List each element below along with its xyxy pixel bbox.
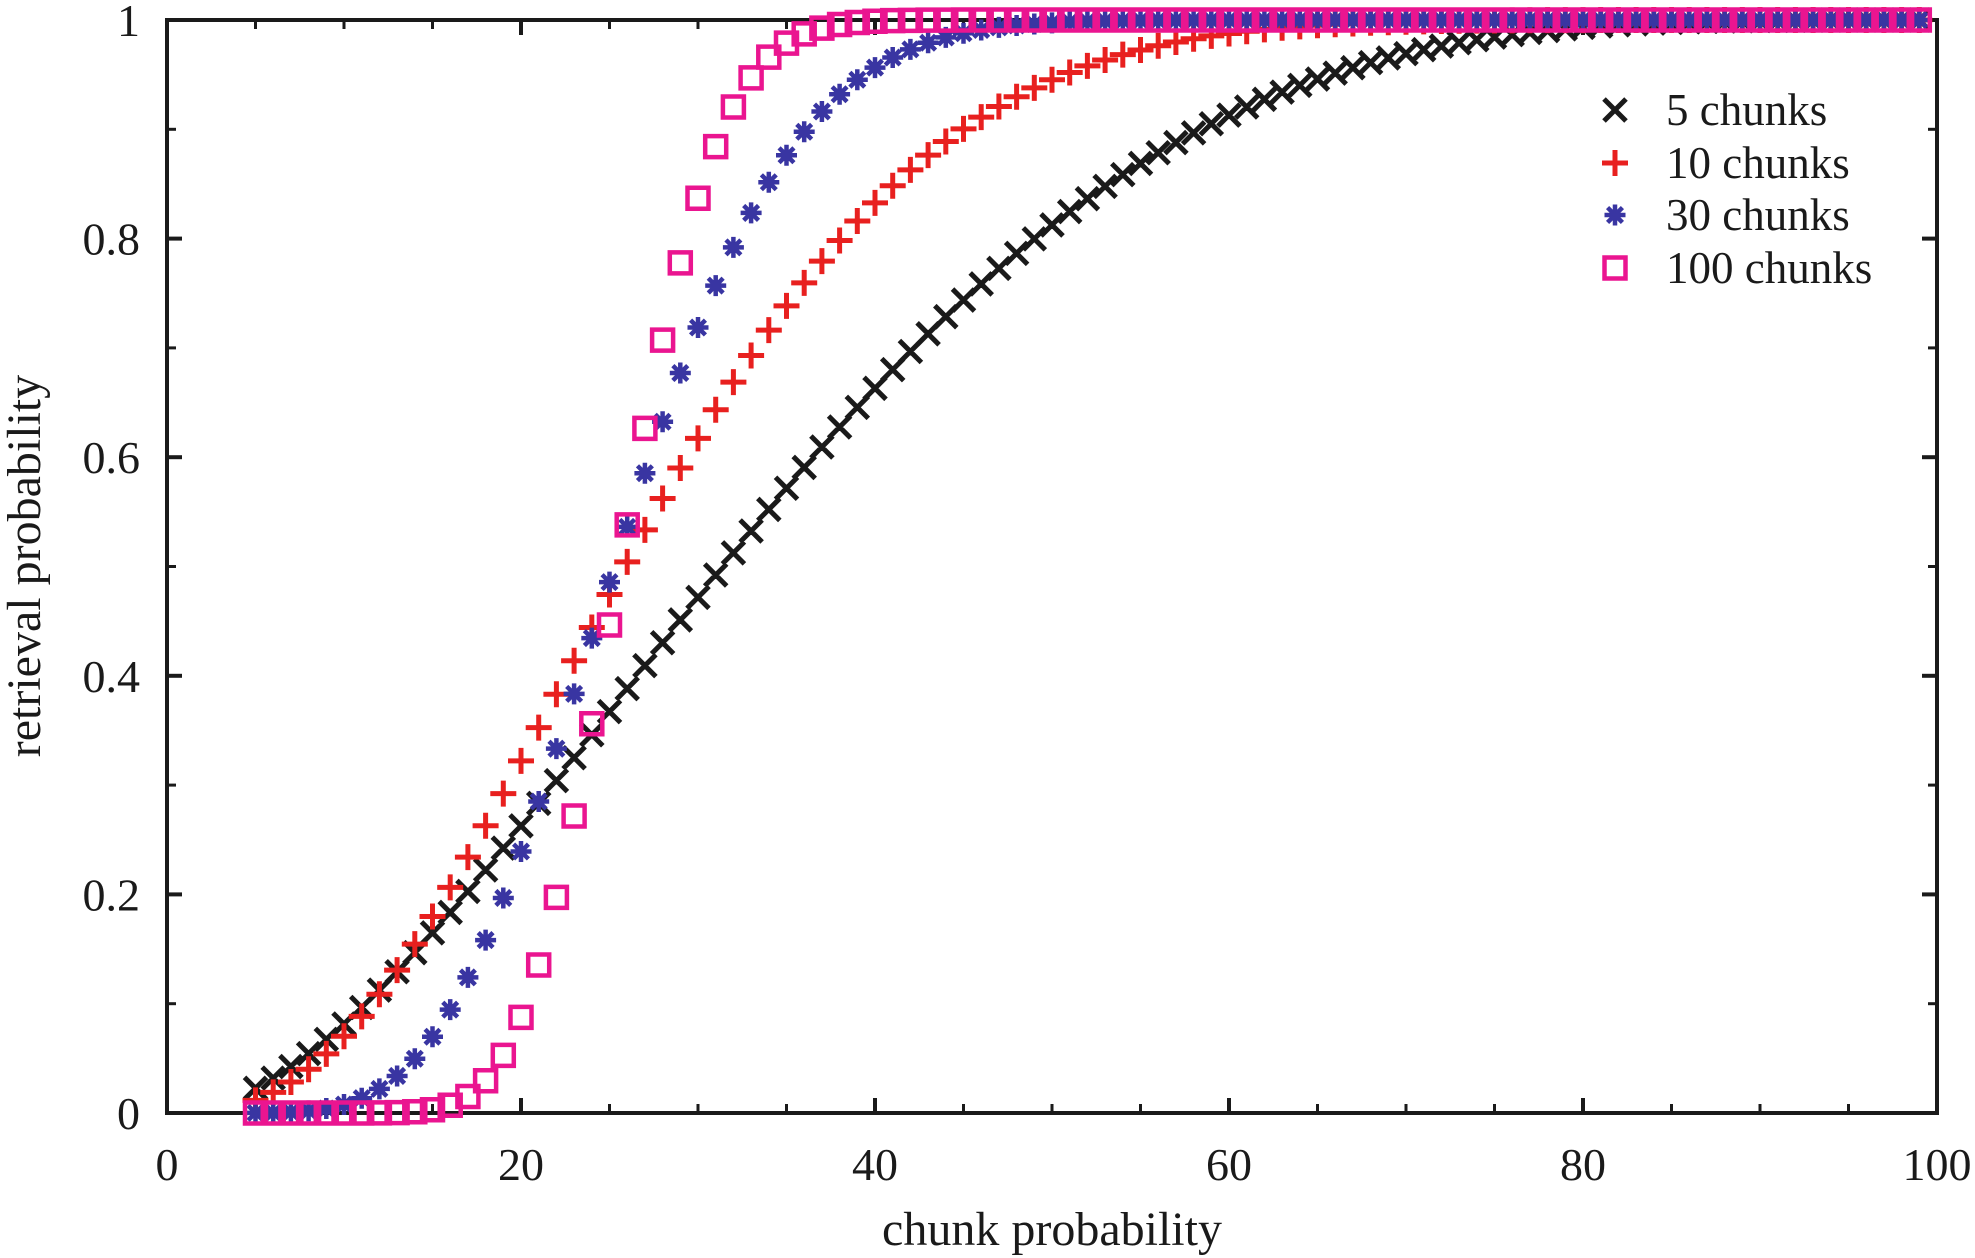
legend-label-100-chunks: 100 chunks bbox=[1666, 243, 1872, 293]
data-points-layer bbox=[242, 7, 1933, 1126]
legend-marker-30-chunks bbox=[1604, 204, 1626, 226]
y-tick-label-0.4: 0.4 bbox=[83, 651, 141, 702]
y-tick-label-0.6: 0.6 bbox=[83, 432, 141, 483]
series-points-30-chunks bbox=[245, 9, 1930, 1124]
x-tick-label-100: 100 bbox=[1903, 1139, 1972, 1190]
series-points-100-chunks bbox=[242, 7, 1933, 1126]
x-axis-title: chunk probability bbox=[882, 1203, 1222, 1256]
legend-marker-100-chunks bbox=[1602, 255, 1628, 281]
x-tick-label-80: 80 bbox=[1560, 1139, 1606, 1190]
axis-tick-labels: 0 20 40 60 80 100 0 0.2 0.4 0.6 0.8 1 bbox=[83, 0, 1972, 1190]
legend-label-5-chunks: 5 chunks bbox=[1666, 85, 1827, 135]
legend-markers bbox=[1602, 97, 1628, 281]
x-tick-label-0: 0 bbox=[156, 1139, 179, 1190]
y-axis-title: retrieval probability bbox=[0, 375, 51, 758]
legend: 5 chunks 10 chunks 30 chunks 100 chunks bbox=[1602, 85, 1872, 293]
y-tick-label-0.8: 0.8 bbox=[83, 214, 141, 265]
legend-marker-10-chunks bbox=[1602, 150, 1628, 176]
y-tick-label-0: 0 bbox=[117, 1088, 140, 1139]
y-tick-label-1: 1 bbox=[117, 0, 140, 46]
legend-marker-5-chunks bbox=[1602, 97, 1628, 123]
x-tick-label-60: 60 bbox=[1206, 1139, 1252, 1190]
y-tick-label-0.2: 0.2 bbox=[83, 869, 141, 920]
x-tick-label-40: 40 bbox=[852, 1139, 898, 1190]
x-tick-label-20: 20 bbox=[498, 1139, 544, 1190]
legend-label-30-chunks: 30 chunks bbox=[1666, 190, 1850, 240]
legend-label-10-chunks: 10 chunks bbox=[1666, 138, 1850, 188]
